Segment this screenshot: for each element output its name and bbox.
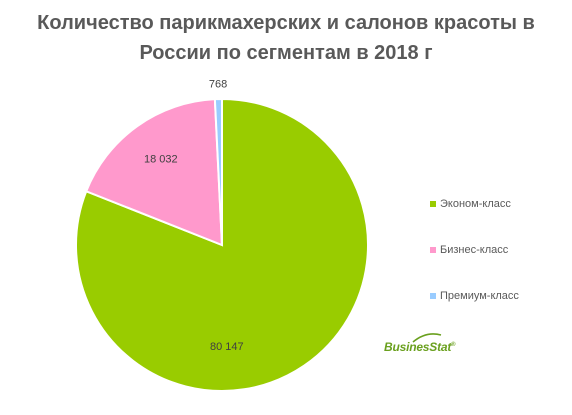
legend-swatch-business: [430, 247, 436, 253]
chart-legend: Эконом-класс Бизнес-класс Премиум-класс: [430, 196, 519, 334]
data-label-premium: 768: [209, 78, 227, 90]
businesstat-logo: BusinesStat®: [384, 333, 456, 354]
logo-swoosh-icon: [412, 333, 442, 343]
chart-title-line-1: Количество парикмахерских и салонов крас…: [37, 12, 535, 34]
logo-registered-mark: ®: [451, 342, 456, 348]
logo-text: BusinesStat: [384, 340, 452, 354]
legend-item-economy: Эконом-класс: [430, 196, 519, 212]
legend-item-premium: Премиум-класс: [430, 288, 519, 304]
pie-slice-premium: [213, 97, 223, 246]
chart-title-line-2: России по сегментам в 2018 г: [139, 42, 433, 64]
pie-data-labels: 80 147 18 032 768: [144, 78, 244, 353]
chart-title: Количество парикмахерских и салонов крас…: [0, 8, 572, 68]
pie-slices: [75, 97, 369, 392]
data-label-economy: 80 147: [210, 341, 244, 353]
legend-swatch-premium: [430, 293, 436, 299]
data-label-business: 18 032: [144, 153, 178, 165]
legend-label-premium: Премиум-класс: [440, 290, 519, 302]
legend-swatch-economy: [430, 201, 436, 207]
legend-label-economy: Эконом-класс: [440, 198, 511, 210]
legend-label-business: Бизнес-класс: [440, 244, 509, 256]
pie-slice-business: [84, 98, 224, 247]
legend-item-business: Бизнес-класс: [430, 242, 519, 258]
